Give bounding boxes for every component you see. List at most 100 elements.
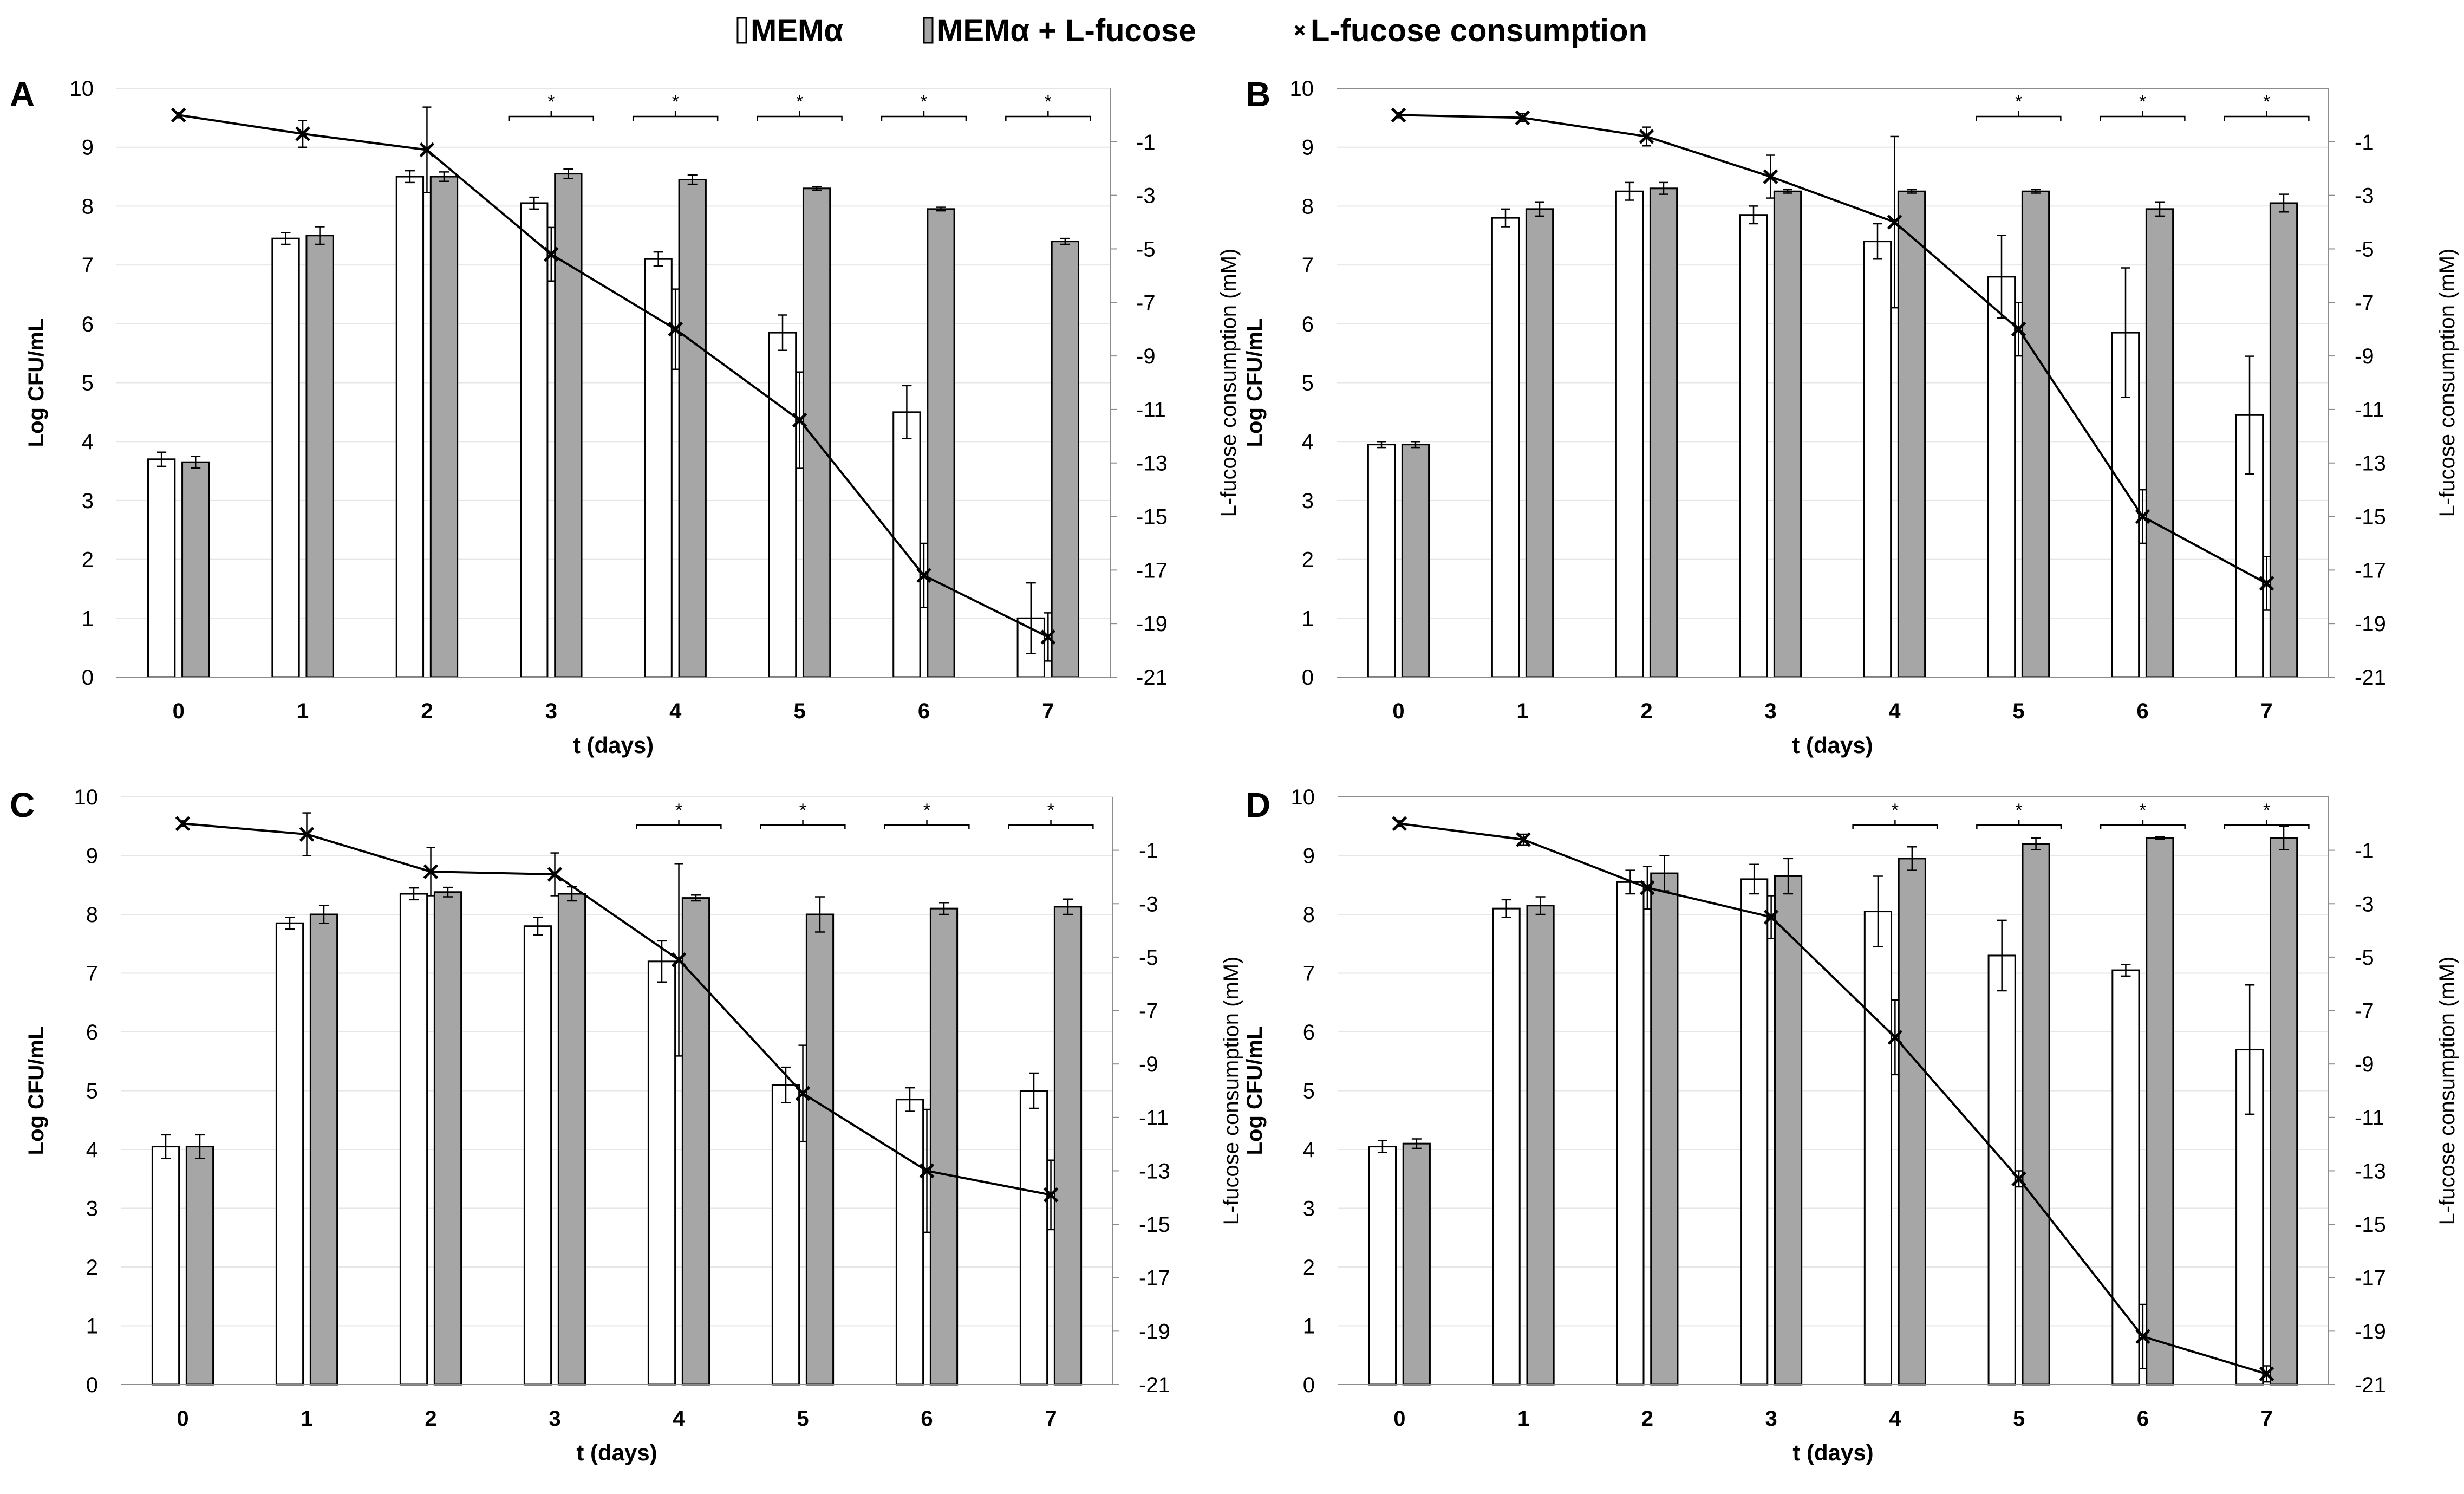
y2-tick-label: -11 <box>2355 398 2384 422</box>
y2-tick-label: -17 <box>1136 558 1168 582</box>
consumption-point <box>175 816 191 832</box>
y-tick-label: 2 <box>1303 1256 1315 1279</box>
legend-swatch-1 <box>736 17 747 44</box>
legend-label-2: MEMα + L-fucose <box>937 13 1196 48</box>
y-tick-label: 9 <box>86 845 98 868</box>
panel-c: C012345678910-1-3-5-7-9-11-13-15-17-19-2… <box>10 785 1243 1465</box>
consumption-point <box>2011 321 2026 337</box>
significance-star: * <box>1047 800 1054 821</box>
bar-memalpha <box>892 411 921 678</box>
significance-bracket <box>632 111 719 121</box>
significance-bracket <box>2224 111 2310 121</box>
x-tick-label: 0 <box>1392 699 1404 723</box>
consumption-point <box>792 412 807 428</box>
y-axis-title: Log CFU/mL <box>1243 319 1267 447</box>
y-tick-label: 0 <box>82 666 94 690</box>
bar-memalpha <box>647 960 676 1386</box>
significance-star: * <box>799 800 806 821</box>
y2-tick-label: -7 <box>2355 291 2374 315</box>
y2-tick-label: -21 <box>1139 1373 1170 1397</box>
consumption-point <box>544 246 559 262</box>
y2-tick-label: -9 <box>1139 1053 1158 1076</box>
consumption-point <box>668 321 683 337</box>
y2-tick-label: -19 <box>2355 612 2386 636</box>
consumption-point <box>2135 509 2150 524</box>
significance-bracket <box>884 820 970 829</box>
x-axis-title: t (days) <box>1792 732 1873 758</box>
y-axis-title: Log CFU/mL <box>24 1027 48 1155</box>
y2-axis-title: L-fucose consumption (mM) <box>2435 957 2459 1225</box>
consumption-point <box>671 952 687 967</box>
bar-memalpha-fucose <box>1401 444 1430 678</box>
consumption-point <box>1640 880 1655 895</box>
x-tick-label: 6 <box>2136 699 2148 723</box>
significance-star: * <box>672 92 679 112</box>
bar-memalpha-fucose <box>433 891 462 1386</box>
consumption-point <box>1887 215 1902 230</box>
significance-bracket <box>2100 820 2186 829</box>
x-tick-label: 2 <box>1640 699 1652 723</box>
y-tick-label: 8 <box>1302 194 1314 218</box>
significance-bracket <box>1008 820 1094 829</box>
bar-memalpha-fucose <box>929 907 959 1386</box>
consumption-line <box>1399 822 2267 1375</box>
y-tick-label: 3 <box>86 1197 98 1221</box>
significance-star: * <box>1045 92 1052 112</box>
consumption-point <box>1639 129 1654 144</box>
y2-tick-label: -1 <box>2355 131 2374 154</box>
bar-memalpha-fucose <box>554 173 583 678</box>
legend-label-1: MEMα <box>751 13 843 48</box>
bar-memalpha <box>1615 190 1644 678</box>
bar-memalpha-fucose <box>2146 837 2174 1386</box>
x-tick-label: 3 <box>1764 699 1776 723</box>
bar-memalpha <box>271 237 300 678</box>
y2-axis-title: L-fucose consumption (mM) <box>1217 249 1241 517</box>
bar-memalpha <box>520 202 549 678</box>
y2-tick-label: -3 <box>2355 892 2374 916</box>
bar-memalpha-fucose <box>1051 241 1080 678</box>
bar-memalpha <box>1987 276 2016 678</box>
y2-tick-label: -3 <box>1139 892 1158 916</box>
panels: A012345678910-1-3-5-7-9-11-13-15-17-19-2… <box>10 75 2459 1465</box>
significance-bracket <box>636 820 722 829</box>
x-tick-label: 1 <box>297 699 309 723</box>
x-tick-label: 4 <box>673 1407 685 1431</box>
x-tick-label: 4 <box>669 699 682 723</box>
bar-memalpha-fucose <box>1402 1142 1431 1386</box>
consumption-point <box>795 1086 811 1101</box>
bar-memalpha <box>147 458 176 678</box>
bar-memalpha-fucose <box>185 1146 214 1386</box>
x-axis-title: t (days) <box>576 1440 657 1465</box>
consumption-point <box>1887 1030 1903 1045</box>
consumption-point <box>1392 816 1407 832</box>
significance-bracket <box>1005 111 1091 121</box>
consumption-point <box>2259 1366 2274 1382</box>
y-tick-label: 4 <box>1303 1138 1315 1162</box>
consumption-point <box>1763 169 1778 184</box>
bar-memalpha <box>395 176 425 678</box>
y2-tick-label: -13 <box>1136 452 1168 476</box>
consumption-point <box>1043 1187 1059 1203</box>
y2-tick-label: -21 <box>2355 1373 2386 1397</box>
bar-memalpha-fucose <box>2269 202 2298 678</box>
y2-tick-label: -17 <box>1139 1266 1170 1290</box>
legend-label-3: L-fucose consumption <box>1311 13 1647 48</box>
bar-memalpha-fucose <box>181 461 210 678</box>
y-tick-label: 4 <box>1302 430 1314 454</box>
significance-star: * <box>1892 800 1899 821</box>
y2-tick-label: -21 <box>1136 666 1168 690</box>
significance-star: * <box>2016 800 2023 821</box>
y-tick-label: 3 <box>82 489 94 513</box>
x-tick-label: 2 <box>421 699 433 723</box>
significance-star: * <box>796 92 803 112</box>
x-tick-label: 7 <box>1042 699 1054 723</box>
x-tick-label: 0 <box>1393 1407 1405 1431</box>
consumption-point <box>295 126 310 141</box>
bar-memalpha-fucose <box>805 913 835 1386</box>
y2-tick-label: -19 <box>1139 1320 1170 1343</box>
y-tick-label: 1 <box>1303 1315 1315 1339</box>
consumption-point <box>419 142 435 158</box>
x-tick-label: 1 <box>1517 1407 1529 1431</box>
y-axis-title: Log CFU/mL <box>1243 1027 1267 1155</box>
bar-memalpha <box>895 1099 924 1386</box>
